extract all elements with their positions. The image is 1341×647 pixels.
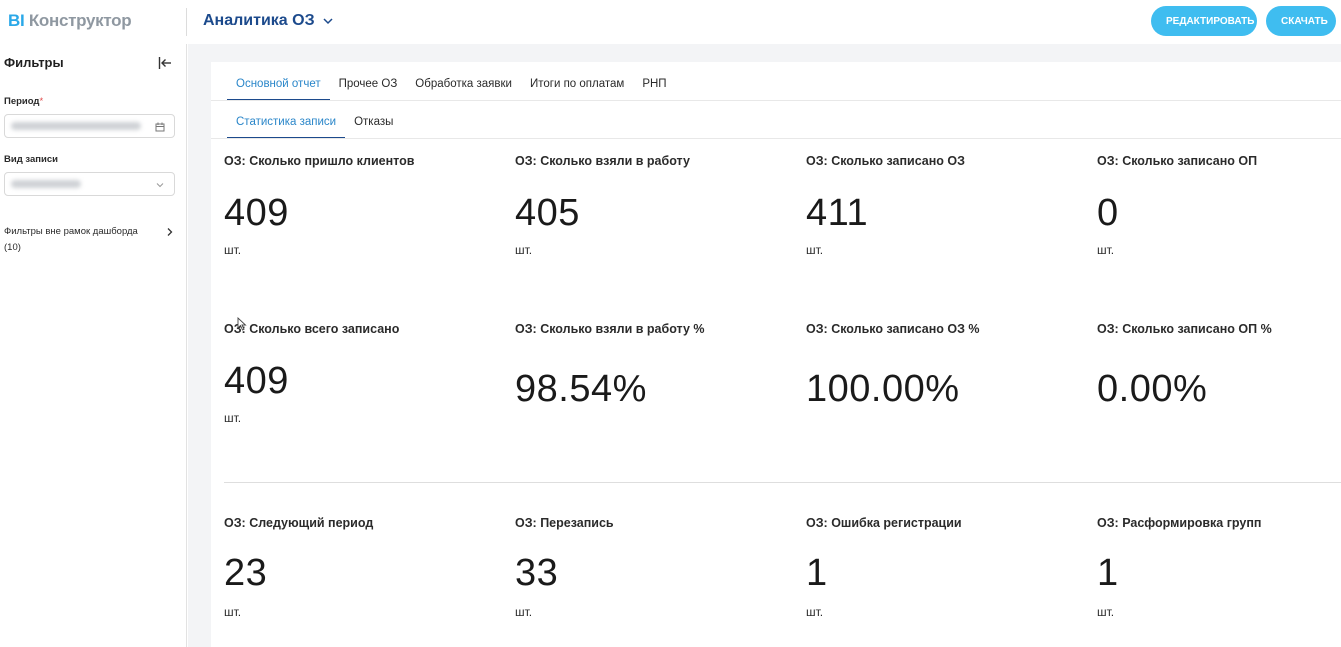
metric-unit: шт.: [515, 605, 533, 619]
report-subtabs: Статистика записи Отказы: [227, 101, 402, 139]
record-type-select[interactable]: [4, 172, 175, 196]
metric-title: ОЗ: Сколько записано ОЗ %: [806, 322, 980, 336]
metric-value: 23: [224, 552, 268, 594]
metric-unit: шт.: [806, 605, 824, 619]
dashboard-title: Аналитика ОЗ: [203, 12, 315, 29]
metric-title: ОЗ: Ошибка регистрации: [806, 516, 962, 530]
period-date-range-input[interactable]: [4, 114, 175, 138]
period-label-text: Период: [4, 96, 40, 107]
tab-payment-totals[interactable]: Итоги по оплатам: [529, 78, 625, 90]
metric-card: ОЗ: Расформировка групп 1 шт.: [1097, 516, 1341, 619]
metric-title: ОЗ: Перезапись: [515, 516, 614, 530]
metric-card: ОЗ: Сколько всего записано 409 шт.: [224, 322, 504, 425]
metric-unit: шт.: [1097, 605, 1115, 619]
metric-card: ОЗ: Сколько записано ОП 0 шт.: [1097, 154, 1341, 257]
outer-filters-label: Фильтры вне рамок дашборда (10): [4, 226, 138, 253]
chevron-down-icon: [156, 183, 164, 188]
record-type-value-blurred: [11, 180, 81, 188]
divider: [186, 8, 187, 36]
record-type-label: Вид записи: [4, 154, 58, 165]
required-mark: *: [39, 96, 44, 107]
subtabs-divider: [211, 138, 1341, 139]
section-divider: [224, 482, 1341, 483]
metric-title: ОЗ: Сколько записано ОЗ: [806, 154, 965, 168]
metric-unit: шт.: [515, 243, 533, 257]
logo-text: Конструктор: [24, 11, 132, 30]
metric-unit: шт.: [224, 605, 242, 619]
metric-value: 98.54%: [515, 368, 647, 410]
metric-unit: шт.: [806, 243, 824, 257]
metric-card: ОЗ: Ошибка регистрации 1 шт.: [806, 516, 1086, 619]
filters-sidebar: Фильтры Период* Вид записи Фильтры вне р…: [0, 44, 187, 647]
period-value-blurred: [11, 122, 141, 130]
metric-title: ОЗ: Сколько пришло клиентов: [224, 154, 415, 168]
tabs-divider: [211, 100, 1341, 101]
metric-value: 405: [515, 192, 580, 234]
metric-value: 0: [1097, 192, 1119, 234]
metric-value: 33: [515, 552, 559, 594]
edit-button[interactable]: Редактировать: [1151, 6, 1257, 36]
app-logo[interactable]: BI Конструктор: [8, 11, 132, 31]
metric-value: 411: [806, 192, 869, 234]
metric-card: ОЗ: Сколько записано ОЗ % 100.00%: [806, 322, 1086, 410]
outer-filters-toggle[interactable]: Фильтры вне рамок дашборда (10): [4, 224, 179, 256]
metric-title: ОЗ: Сколько записано ОП %: [1097, 322, 1272, 336]
top-bar: BI Конструктор Аналитика ОЗ Редактироват…: [0, 0, 1341, 44]
dashboard-title-dropdown[interactable]: Аналитика ОЗ: [203, 12, 333, 30]
metric-card: ОЗ: Перезапись 33 шт.: [515, 516, 795, 619]
metric-card: ОЗ: Сколько записано ОП % 0.00%: [1097, 322, 1341, 410]
metric-title: ОЗ: Сколько взяли в работу %: [515, 322, 705, 336]
metric-value: 409: [224, 360, 289, 402]
subtab-refusals[interactable]: Отказы: [354, 116, 394, 128]
metric-card: ОЗ: Следующий период 23 шт.: [224, 516, 504, 619]
mouse-cursor-icon: [237, 317, 247, 331]
metric-title: ОЗ: Сколько всего записано: [224, 322, 400, 336]
download-button[interactable]: Скачать: [1266, 6, 1336, 36]
chevron-right-icon: [167, 228, 173, 236]
metric-value: 1: [806, 552, 828, 594]
metric-value: 0.00%: [1097, 368, 1208, 410]
tab-main-report[interactable]: Основной отчет: [227, 78, 330, 101]
logo-bi: BI: [8, 11, 25, 30]
metric-title: ОЗ: Следующий период: [224, 516, 374, 530]
metric-value: 100.00%: [806, 368, 960, 410]
chevron-down-icon: [323, 18, 333, 25]
metric-title: ОЗ: Расформировка групп: [1097, 516, 1262, 530]
calendar-icon: [155, 122, 165, 132]
metric-card: ОЗ: Сколько взяли в работу 405 шт.: [515, 154, 795, 257]
metric-card: ОЗ: Сколько взяли в работу % 98.54%: [515, 322, 795, 410]
report-tabs: Основной отчет Прочее ОЗ Обработка заявк…: [227, 62, 676, 101]
metric-value: 1: [1097, 552, 1119, 594]
metric-card: ОЗ: Сколько пришло клиентов 409 шт.: [224, 154, 504, 257]
metric-unit: шт.: [224, 411, 242, 425]
collapse-sidebar-icon[interactable]: [157, 55, 173, 71]
tab-rnp[interactable]: РНП: [642, 78, 667, 90]
metric-title: ОЗ: Сколько записано ОП: [1097, 154, 1258, 168]
report-panel: Основной отчет Прочее ОЗ Обработка заявк…: [211, 62, 1341, 647]
metric-unit: шт.: [224, 243, 242, 257]
subtab-record-stats[interactable]: Статистика записи: [227, 116, 346, 139]
tab-request-processing[interactable]: Обработка заявки: [415, 78, 512, 90]
metric-value: 409: [224, 192, 289, 234]
metric-unit: шт.: [1097, 243, 1115, 257]
tab-other-oz[interactable]: Прочее ОЗ: [338, 78, 398, 90]
filters-title: Фильтры: [4, 55, 64, 70]
metric-card: ОЗ: Сколько записано ОЗ 411 шт.: [806, 154, 1086, 257]
metric-title: ОЗ: Сколько взяли в работу: [515, 154, 690, 168]
period-label: Период*: [4, 96, 43, 107]
